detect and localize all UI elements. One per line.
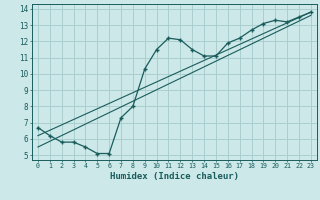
X-axis label: Humidex (Indice chaleur): Humidex (Indice chaleur) [110, 172, 239, 181]
